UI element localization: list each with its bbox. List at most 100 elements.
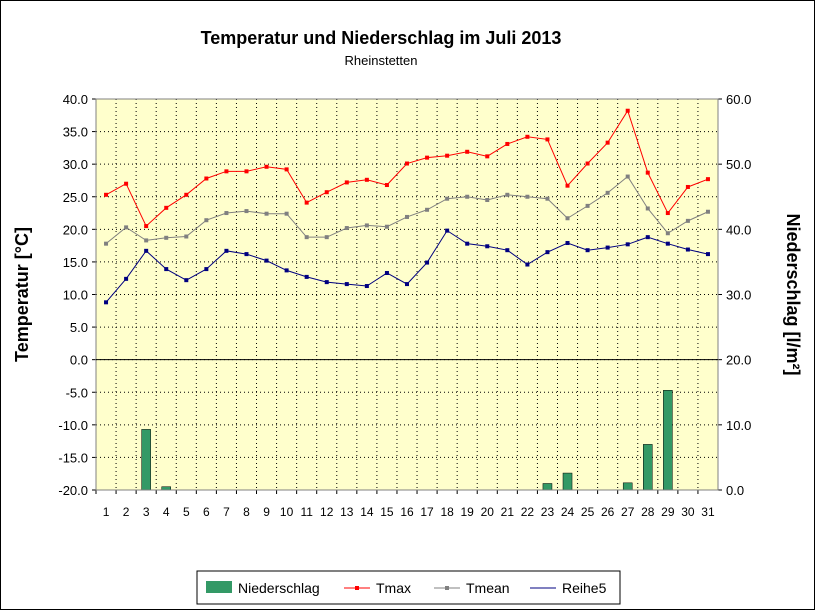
point-reihe5 — [244, 252, 249, 257]
point-tmax — [525, 134, 530, 139]
point-tmean — [264, 211, 269, 216]
x-tick-label: 20 — [481, 505, 495, 519]
x-tick-label: 15 — [380, 505, 394, 519]
ticks-group: 40.035.030.025.020.015.010.05.00.0-5.0-1… — [58, 92, 751, 519]
point-tmean — [545, 196, 550, 201]
point-tmax — [605, 140, 610, 145]
bar-niederschlag — [562, 472, 573, 491]
x-tick-label: 24 — [561, 505, 575, 519]
point-tmax — [485, 154, 490, 159]
bar-niederschlag — [663, 390, 673, 491]
point-reihe5 — [264, 258, 269, 263]
y-left-tick-label: -5.0 — [66, 385, 88, 400]
x-tick-label: 28 — [641, 505, 655, 519]
point-reihe5 — [545, 250, 550, 255]
point-tmax — [465, 149, 470, 154]
point-reihe5 — [304, 274, 309, 279]
y-axis-right-label: Niederschlag [l/m²] — [783, 213, 803, 375]
point-reihe5 — [364, 284, 369, 289]
point-tmax — [625, 108, 630, 113]
chart-subtitle: Rheinstetten — [345, 53, 418, 68]
legend-marker-tmax — [355, 586, 359, 590]
point-reihe5 — [645, 235, 650, 240]
point-tmean — [104, 241, 109, 246]
point-tmean — [364, 223, 369, 228]
y-left-tick-label: -20.0 — [58, 483, 88, 498]
x-tick-label: 8 — [243, 505, 250, 519]
y-left-tick-label: 10.0 — [63, 288, 88, 303]
y-left-tick-label: 20.0 — [63, 222, 88, 237]
point-reihe5 — [445, 228, 450, 233]
point-tmean — [184, 234, 189, 239]
point-reihe5 — [665, 241, 670, 246]
point-reihe5 — [685, 247, 690, 252]
point-reihe5 — [585, 248, 590, 253]
y-right-tick-label: 20.0 — [726, 353, 751, 368]
point-tmean — [204, 218, 209, 223]
point-tmean — [224, 211, 229, 216]
x-tick-label: 4 — [163, 505, 170, 519]
x-tick-label: 17 — [420, 505, 434, 519]
point-tmean — [685, 218, 690, 223]
y-right-tick-label: 40.0 — [726, 222, 751, 237]
x-tick-label: 3 — [143, 505, 150, 519]
point-tmax — [104, 192, 109, 197]
x-tick-label: 30 — [681, 505, 695, 519]
legend-label-niederschlag: Niederschlag — [238, 580, 320, 596]
point-tmean — [124, 225, 129, 230]
x-tick-label: 25 — [581, 505, 595, 519]
point-tmean — [625, 174, 630, 179]
y-left-tick-label: -15.0 — [58, 450, 88, 465]
x-tick-label: 21 — [501, 505, 515, 519]
x-tick-label: 5 — [183, 505, 190, 519]
y-right-tick-label: 0.0 — [726, 483, 744, 498]
bar-niederschlag — [141, 429, 151, 491]
point-reihe5 — [184, 278, 189, 283]
point-tmax — [565, 183, 570, 188]
point-tmax — [164, 205, 169, 210]
y-left-tick-label: 5.0 — [70, 320, 88, 335]
point-tmax — [445, 153, 450, 158]
x-tick-label: 11 — [300, 505, 313, 519]
point-tmean — [485, 198, 490, 203]
point-tmax — [425, 155, 430, 160]
y-left-tick-label: -10.0 — [58, 418, 88, 433]
point-tmax — [224, 169, 229, 174]
point-tmax — [645, 170, 650, 175]
point-reihe5 — [164, 267, 169, 272]
y-left-tick-label: 15.0 — [63, 255, 88, 270]
x-tick-label: 2 — [123, 505, 130, 519]
point-tmax — [304, 200, 309, 205]
point-tmean — [284, 211, 289, 216]
lines-group — [104, 108, 710, 305]
y-right-tick-label: 10.0 — [726, 418, 751, 433]
point-tmean — [705, 209, 710, 214]
point-tmean — [445, 196, 450, 201]
legend-label-reihe5: Reihe5 — [562, 580, 607, 596]
legend-marker-tmean — [445, 586, 449, 590]
point-tmax — [364, 177, 369, 182]
y-right-tick-label: 60.0 — [726, 92, 751, 107]
x-tick-label: 19 — [461, 505, 475, 519]
point-tmax — [505, 141, 510, 146]
y-left-tick-label: 0.0 — [70, 353, 88, 368]
point-tmax — [545, 137, 550, 142]
point-reihe5 — [605, 245, 610, 250]
point-tmean — [645, 206, 650, 211]
point-tmax — [264, 164, 269, 169]
x-tick-label: 13 — [340, 505, 354, 519]
point-reihe5 — [425, 260, 430, 265]
point-tmean — [164, 235, 169, 240]
point-tmax — [324, 190, 329, 195]
point-tmax — [685, 184, 690, 189]
bar-niederschlag — [622, 482, 633, 491]
point-reihe5 — [344, 282, 349, 287]
y-right-tick-label: 50.0 — [726, 157, 751, 172]
x-tick-label: 7 — [223, 505, 230, 519]
point-reihe5 — [384, 270, 389, 275]
point-reihe5 — [505, 248, 510, 253]
x-tick-label: 10 — [280, 505, 294, 519]
x-tick-label: 23 — [541, 505, 555, 519]
y-right-tick-label: 30.0 — [726, 288, 751, 303]
